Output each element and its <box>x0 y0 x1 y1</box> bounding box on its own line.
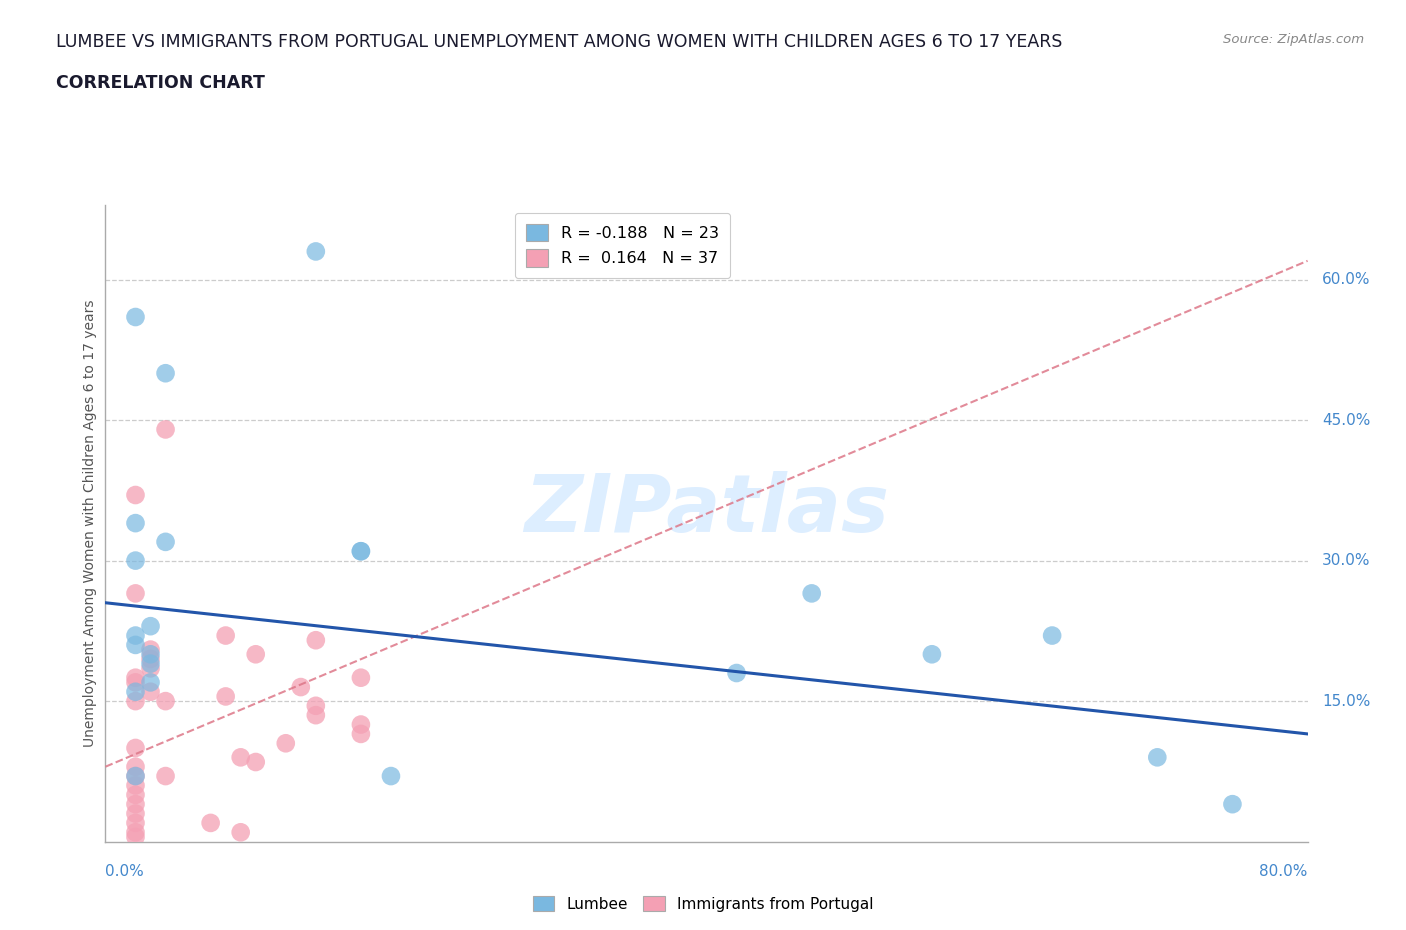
Point <box>305 708 328 723</box>
Point <box>139 618 162 633</box>
Point <box>139 675 162 690</box>
Point <box>1146 750 1168 764</box>
Point <box>124 694 146 709</box>
Point <box>350 544 373 559</box>
Point <box>124 671 146 685</box>
Point <box>245 647 267 662</box>
Y-axis label: Unemployment Among Women with Children Ages 6 to 17 years: Unemployment Among Women with Children A… <box>83 299 97 747</box>
Point <box>139 684 162 699</box>
Legend: R = -0.188   N = 23, R =  0.164   N = 37: R = -0.188 N = 23, R = 0.164 N = 37 <box>515 213 730 278</box>
Point <box>124 487 146 502</box>
Point <box>124 675 146 690</box>
Point <box>124 768 146 783</box>
Point <box>139 652 162 667</box>
Point <box>124 825 146 840</box>
Point <box>155 422 177 437</box>
Point <box>124 806 146 821</box>
Point <box>139 647 162 662</box>
Point <box>229 825 252 840</box>
Text: 0.0%: 0.0% <box>105 864 145 879</box>
Point <box>124 816 146 830</box>
Point <box>380 768 402 783</box>
Legend: Lumbee, Immigrants from Portugal: Lumbee, Immigrants from Portugal <box>527 889 879 918</box>
Point <box>124 628 146 643</box>
Point <box>124 778 146 793</box>
Point <box>350 717 373 732</box>
Point <box>305 632 328 647</box>
Text: 80.0%: 80.0% <box>1260 864 1308 879</box>
Point <box>921 647 943 662</box>
Point <box>214 628 236 643</box>
Text: Source: ZipAtlas.com: Source: ZipAtlas.com <box>1223 33 1364 46</box>
Point <box>200 816 222 830</box>
Point <box>305 244 328 259</box>
Point <box>124 830 146 844</box>
Point <box>124 759 146 774</box>
Point <box>124 586 146 601</box>
Point <box>155 365 177 380</box>
Point <box>124 684 146 699</box>
Point <box>229 750 252 764</box>
Point <box>124 310 146 325</box>
Point <box>155 768 177 783</box>
Text: CORRELATION CHART: CORRELATION CHART <box>56 74 266 92</box>
Point <box>139 661 162 676</box>
Point <box>350 726 373 741</box>
Point <box>124 788 146 803</box>
Point <box>350 671 373 685</box>
Point <box>139 642 162 657</box>
Point <box>1040 628 1063 643</box>
Point <box>139 657 162 671</box>
Point <box>124 515 146 530</box>
Point <box>124 797 146 812</box>
Point <box>725 666 748 681</box>
Text: 15.0%: 15.0% <box>1322 694 1371 709</box>
Point <box>350 544 373 559</box>
Point <box>155 694 177 709</box>
Point <box>800 586 823 601</box>
Text: 30.0%: 30.0% <box>1322 553 1371 568</box>
Text: ZIPatlas: ZIPatlas <box>524 472 889 550</box>
Point <box>155 535 177 550</box>
Point <box>124 768 146 783</box>
Point <box>290 680 312 695</box>
Point <box>214 689 236 704</box>
Point <box>124 553 146 568</box>
Point <box>305 698 328 713</box>
Point <box>124 740 146 755</box>
Text: 60.0%: 60.0% <box>1322 272 1371 287</box>
Point <box>1222 797 1244 812</box>
Point <box>274 736 297 751</box>
Text: 45.0%: 45.0% <box>1322 413 1371 428</box>
Point <box>124 637 146 652</box>
Point <box>245 754 267 769</box>
Text: LUMBEE VS IMMIGRANTS FROM PORTUGAL UNEMPLOYMENT AMONG WOMEN WITH CHILDREN AGES 6: LUMBEE VS IMMIGRANTS FROM PORTUGAL UNEMP… <box>56 33 1063 50</box>
